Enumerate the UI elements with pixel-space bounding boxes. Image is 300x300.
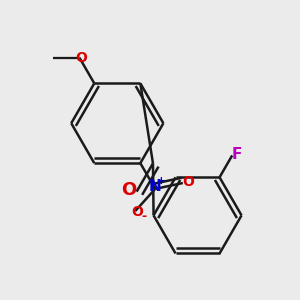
Text: +: + bbox=[158, 176, 166, 186]
Text: -: - bbox=[142, 210, 147, 224]
Text: N: N bbox=[149, 179, 162, 194]
Text: O: O bbox=[122, 181, 137, 199]
Text: O: O bbox=[131, 206, 143, 220]
Text: O: O bbox=[182, 175, 194, 189]
Text: F: F bbox=[232, 147, 242, 162]
Text: O: O bbox=[75, 51, 87, 64]
